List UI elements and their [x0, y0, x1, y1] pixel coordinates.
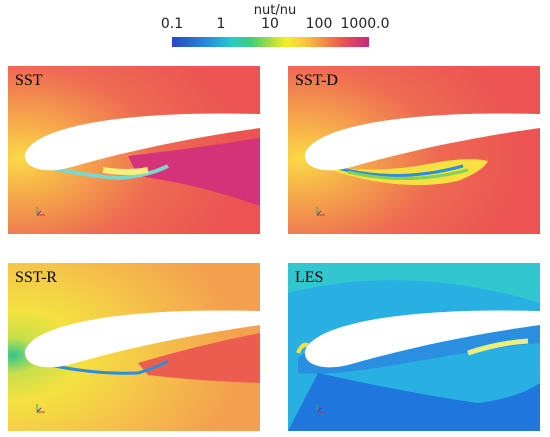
contour-field-sst-d — [288, 66, 540, 234]
axes-triad-icon — [316, 207, 325, 216]
contour-field-sst-r — [8, 263, 260, 431]
contour-field-les — [288, 263, 540, 431]
colorbar-ticks: 0.1 1 10 100 1000.0 — [160, 16, 390, 36]
axes-triad-icon — [36, 404, 45, 413]
axes-triad-icon — [316, 404, 325, 413]
colorbar-title: nut/nu — [253, 3, 297, 18]
panel-label: SST-R — [15, 269, 58, 286]
colorbar-tick: 1 — [216, 16, 226, 32]
colorbar — [172, 37, 369, 47]
panel-sst-r: SST-R — [8, 263, 260, 431]
panel-label: SST — [15, 72, 43, 89]
panel-label: LES — [295, 269, 324, 286]
panel-sst: SST — [8, 66, 260, 234]
colorbar-tick: 1000.0 — [340, 16, 390, 32]
colorbar-tick: 10 — [261, 16, 279, 32]
colorbar-tick: 100 — [305, 16, 333, 32]
panel-sst-d: SST-D — [288, 66, 540, 234]
panel-label: SST-D — [295, 72, 338, 89]
contour-field-sst — [8, 66, 260, 234]
panel-les: LES — [288, 263, 540, 431]
axes-triad-icon — [36, 207, 45, 216]
colorbar-tick: 0.1 — [160, 16, 184, 32]
